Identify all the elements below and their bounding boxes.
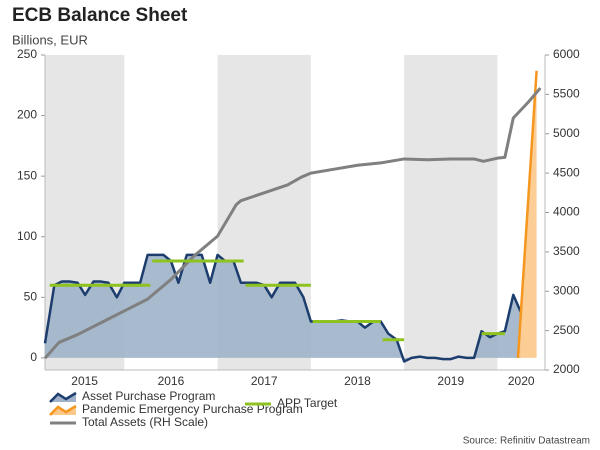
y2-tick-label: 5000 [553, 126, 580, 140]
legend-label: Asset Purchase Program [82, 389, 215, 403]
y2-tick-label: 5500 [553, 87, 580, 101]
chart-title: ECB Balance Sheet [12, 5, 188, 26]
x-tick-label: 2019 [437, 374, 464, 388]
legend-label: APP Target [277, 396, 338, 410]
area [45, 254, 521, 362]
y2-tick-label: 6000 [553, 47, 580, 61]
x-tick-label: 2018 [344, 374, 371, 388]
legend-swatch-line [49, 391, 77, 403]
y2-tick-label: 4000 [553, 205, 580, 219]
source: Source: Refinitiv Datastream [463, 436, 590, 447]
series-line [516, 70, 538, 358]
y-tick-label: 200 [17, 108, 37, 122]
y2-tick-label: 4500 [553, 165, 580, 179]
legend-swatch-line [49, 404, 77, 416]
year-band [404, 55, 498, 370]
legend-label: Total Assets (RH Scale) [82, 415, 208, 429]
legend-label: Pandemic Emergency Purchase Program [82, 402, 303, 416]
x-tick-label: 2017 [251, 374, 278, 388]
y-tick-label: 50 [24, 289, 38, 303]
y2-tick-label: 3000 [553, 283, 580, 297]
y-tick-label: 150 [17, 168, 37, 182]
y2-tick-label: 3500 [553, 244, 580, 258]
chart-subtitle: Billions, EUR [12, 32, 88, 47]
y-tick-label: 100 [17, 229, 37, 243]
x-tick-label: 2015 [71, 374, 98, 388]
x-tick-label: 2020 [508, 374, 535, 388]
y2-tick-label: 2500 [553, 323, 580, 337]
y-tick-label: 250 [17, 47, 37, 61]
series-line [43, 253, 522, 363]
series-line [43, 87, 542, 360]
y-tick-label: 0 [30, 350, 37, 364]
y2-tick-label: 2000 [553, 362, 580, 376]
x-tick-label: 2016 [158, 374, 185, 388]
